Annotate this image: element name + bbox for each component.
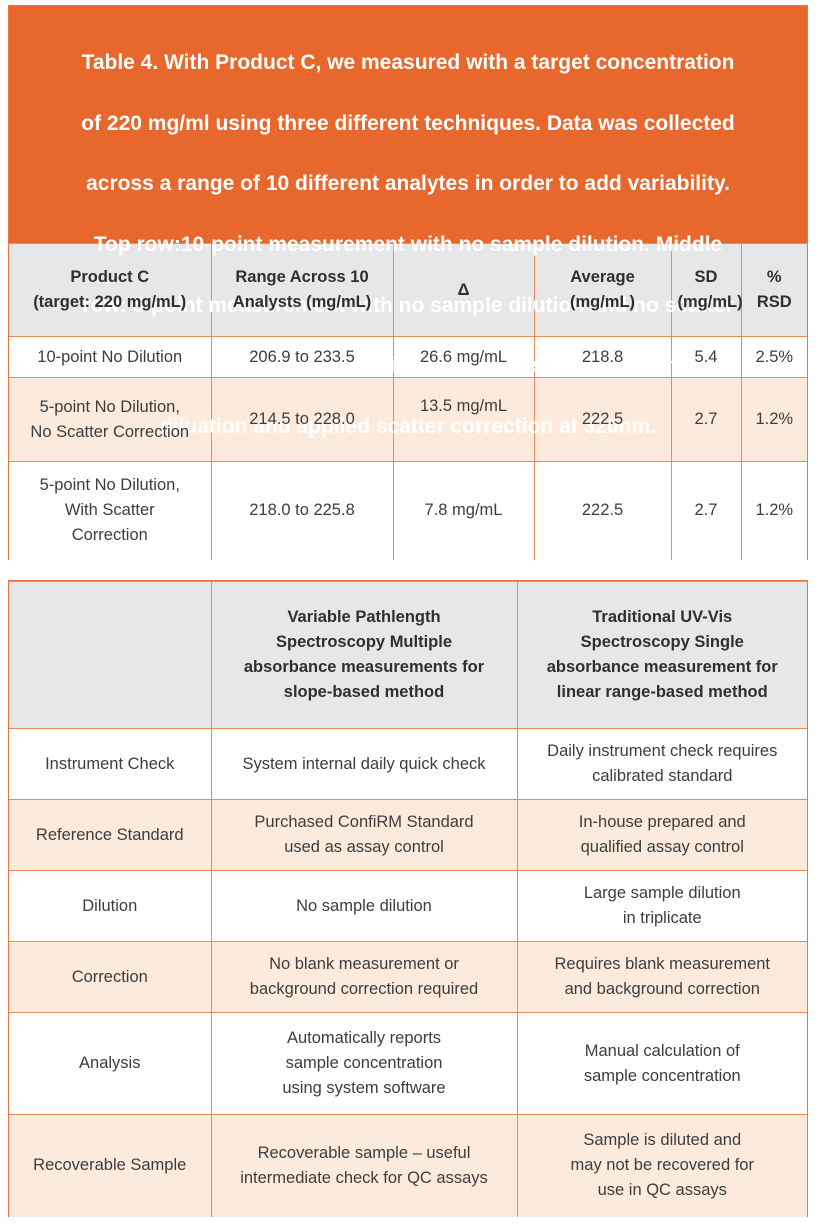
row-label: Recoverable Sample	[9, 1114, 212, 1217]
table-row: Instrument Check System internal daily q…	[9, 728, 807, 800]
header-product-c: Product C (target: 220 mg/mL)	[9, 243, 212, 337]
row-label: Instrument Check	[9, 728, 212, 800]
table-row: 10-point No Dilution 206.9 to 233.5 26.6…	[9, 336, 807, 378]
caption-line: across a range of 10 different analytes …	[86, 172, 730, 196]
table-row: Reference Standard Purchased ConfiRM Sta…	[9, 799, 807, 871]
header-sd: SD (mg/mL)	[670, 243, 743, 337]
table-row: 5-point No Dilution, No Scatter Correcti…	[9, 377, 807, 462]
uv-cell: Manual calculation of sample concentrati…	[516, 1012, 807, 1115]
rsd-cell: 1.2%	[740, 461, 807, 560]
caption-line: Table 4. With Product C, we measured wit…	[81, 51, 735, 75]
table4-caption: Table 4. With Product C, we measured wit…	[9, 6, 807, 438]
table-row: 5-point No Dilution, With Scatter Correc…	[9, 461, 807, 560]
row-label: 5-point No Dilution, With Scatter Correc…	[9, 461, 212, 560]
table-header-row: Variable Pathlength Spectroscopy Multipl…	[9, 581, 807, 729]
method-comparison-table: Variable Pathlength Spectroscopy Multipl…	[9, 581, 807, 1217]
range-cell: 206.9 to 233.5	[210, 336, 394, 378]
uv-cell: Requires blank measurement and backgroun…	[516, 941, 807, 1013]
vp-cell: Purchased ConfiRM Standard used as assay…	[210, 799, 518, 871]
sd-cell: 5.4	[670, 336, 742, 378]
average-cell: 222.5	[533, 461, 672, 560]
header-rsd: % RSD	[740, 243, 807, 337]
table-row: Dilution No sample dilution Large sample…	[9, 870, 807, 942]
average-cell: 222.5	[533, 377, 672, 462]
delta-cell: 7.8 mg/mL	[392, 461, 535, 560]
row-label: 5-point No Dilution, No Scatter Correcti…	[9, 377, 212, 462]
table-row: Correction No blank measurement or backg…	[9, 941, 807, 1013]
header-empty	[9, 581, 212, 729]
range-cell: 214.5 to 228.0	[210, 377, 394, 462]
header-traditional-uv-vis: Traditional UV-Vis Spectroscopy Single a…	[516, 581, 807, 729]
rsd-cell: 1.2%	[740, 377, 807, 462]
rsd-cell: 2.5%	[740, 336, 807, 378]
table-header-row: Product C (target: 220 mg/mL) Range Acro…	[9, 243, 807, 337]
table4-panel: Table 4. With Product C, we measured wit…	[8, 5, 808, 560]
vp-cell: Recoverable sample – useful intermediate…	[210, 1114, 518, 1217]
uv-cell: In-house prepared and qualified assay co…	[516, 799, 807, 871]
delta-cell: 13.5 mg/mL	[392, 377, 535, 462]
uv-cell: Daily instrument check requires calibrat…	[516, 728, 807, 800]
header-delta: Δ	[392, 243, 535, 337]
caption-line: Top row:10-point measurement with no sam…	[93, 233, 723, 257]
sd-cell: 2.7	[670, 377, 742, 462]
caption-line: correction. Bottom row: 5-point measurem…	[101, 354, 715, 378]
sd-cell: 2.7	[670, 461, 742, 560]
uv-cell: Large sample dilution in triplicate	[516, 870, 807, 942]
header-range: Range Across 10 Analysts (mg/mL)	[210, 243, 394, 337]
vp-cell: System internal daily quick check	[210, 728, 518, 800]
row-label: Reference Standard	[9, 799, 212, 871]
vp-cell: No blank measurement or background corre…	[210, 941, 518, 1013]
vp-cell: No sample dilution	[210, 870, 518, 942]
method-comparison-panel: Variable Pathlength Spectroscopy Multipl…	[8, 580, 808, 1217]
uv-cell: Sample is diluted and may not be recover…	[516, 1114, 807, 1217]
caption-line: of 220 mg/ml using three different techn…	[81, 111, 735, 135]
header-variable-pathlength: Variable Pathlength Spectroscopy Multipl…	[210, 581, 518, 729]
product-c-results-table: Product C (target: 220 mg/mL) Range Acro…	[9, 243, 807, 560]
row-label: Dilution	[9, 870, 212, 942]
header-average: Average (mg/mL)	[533, 243, 672, 337]
row-label: Correction	[9, 941, 212, 1013]
caption-line: row: 5-point measurement with no sample …	[82, 293, 734, 317]
row-label: 10-point No Dilution	[9, 336, 212, 378]
vp-cell: Automatically reports sample concentrati…	[210, 1012, 518, 1115]
range-cell: 218.0 to 225.8	[210, 461, 394, 560]
row-label: Analysis	[9, 1012, 212, 1115]
table-row: Analysis Automatically reports sample co…	[9, 1012, 807, 1115]
table-row: Recoverable Sample Recoverable sample – …	[9, 1114, 807, 1217]
